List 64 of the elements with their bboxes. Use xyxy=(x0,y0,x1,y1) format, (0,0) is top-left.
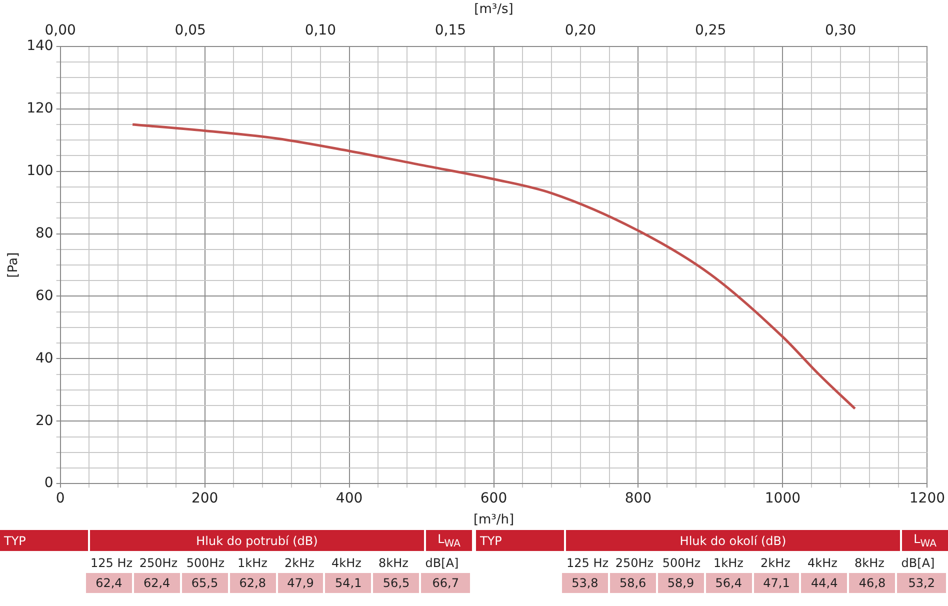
data-label: 66,7 xyxy=(421,573,470,593)
category-label: 125 Hz xyxy=(565,556,610,570)
category-label: 8kHz xyxy=(378,556,410,570)
x-tick-label: 1200 xyxy=(909,490,946,507)
data-label: 62,4 xyxy=(86,573,132,593)
category-label: 2kHz xyxy=(760,556,792,570)
data-label: 53,2 xyxy=(897,573,946,593)
category-label: 4kHz xyxy=(330,556,362,570)
x-tick-label: 1000 xyxy=(764,490,801,507)
category-label: 4kHz xyxy=(806,556,838,570)
y-tick-label: 80 xyxy=(35,225,54,242)
data-label: 53,8 xyxy=(562,573,608,593)
category-label: 500Hz xyxy=(661,556,702,570)
text: Hluk do okolí (dB) xyxy=(564,530,902,551)
x-tick-label: 0 xyxy=(56,490,65,507)
y-tick-label: 60 xyxy=(35,288,54,304)
data-label: 58,9 xyxy=(658,573,704,593)
data-label: 58,6 xyxy=(610,573,656,593)
text: TYP xyxy=(479,534,503,548)
text: L$_{WA}$ xyxy=(436,532,462,550)
category-label: 500Hz xyxy=(185,556,226,570)
y-tick-label: 20 xyxy=(35,412,54,429)
data-label: 46,8 xyxy=(849,573,896,593)
x2-tick-label: 0,10 xyxy=(304,22,336,39)
x2-tick-label: 0,30 xyxy=(824,22,856,39)
text: Hluk do potrubí (dB) xyxy=(88,530,426,551)
data-label: 47,1 xyxy=(754,573,800,593)
category-label: 2kHz xyxy=(284,556,316,570)
x-tick-label: 200 xyxy=(191,490,218,507)
category-label: 1kHz xyxy=(236,556,268,570)
category-label: 1kHz xyxy=(712,556,744,570)
x-tick-label: 800 xyxy=(624,490,652,507)
x-tick-label: 600 xyxy=(480,490,508,507)
y-axis-title: [Pa] xyxy=(6,252,22,278)
x2-tick-label: 0,00 xyxy=(44,22,76,39)
line-series xyxy=(131,123,856,410)
data-label: 56,5 xyxy=(373,573,420,593)
x2-tick-label: 0,05 xyxy=(174,22,206,39)
category-label: 250Hz xyxy=(138,556,179,570)
y-tick-label: 120 xyxy=(26,100,54,116)
data-label: 65,5 xyxy=(182,573,228,593)
text: L$_{WA}$ xyxy=(912,532,938,550)
data-label: 56,4 xyxy=(706,573,752,593)
y-tick-label: 0 xyxy=(44,475,54,492)
data-label: 62,8 xyxy=(230,573,276,593)
category-label: 125 Hz xyxy=(89,556,134,570)
y-tick-label: 40 xyxy=(35,350,54,366)
category-label: dB[A] xyxy=(900,556,936,570)
category-label: 250Hz xyxy=(614,556,655,570)
data-label: 44,4 xyxy=(801,573,848,593)
y-tick-label: 140 xyxy=(26,38,54,54)
x2-axis-title: [m³/s] xyxy=(474,2,514,18)
category-label: 8kHz xyxy=(854,556,886,570)
x-tick-label: 400 xyxy=(336,490,363,507)
text: TYP xyxy=(3,534,27,548)
category-label: dB[A] xyxy=(424,556,460,570)
x2-tick-label: 0,25 xyxy=(694,22,726,39)
x2-tick-label: 0,15 xyxy=(434,22,466,39)
data-label: 47,9 xyxy=(278,573,324,593)
data-label: 62,4 xyxy=(134,573,180,593)
y-tick-label: 100 xyxy=(26,162,54,179)
x-axis-title: [m³/h] xyxy=(473,512,514,528)
data-label: 54,1 xyxy=(325,573,372,593)
x2-tick-label: 0,20 xyxy=(564,22,596,39)
